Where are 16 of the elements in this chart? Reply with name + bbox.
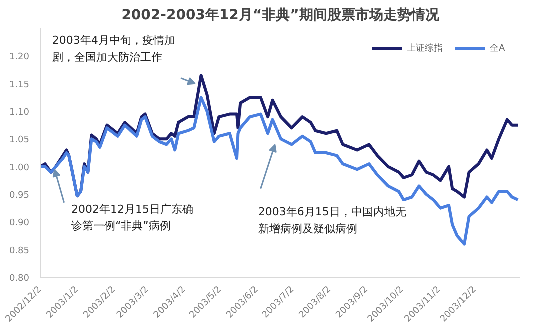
- annotation: 2003年6月15日，中国内地无新增病例及疑似病例: [258, 206, 406, 236]
- legend-label: 上证综指: [407, 42, 443, 54]
- y-tick-label: 1.00: [9, 163, 30, 174]
- y-tick-label: 0.85: [9, 246, 30, 256]
- y-tick-label: 0.80: [9, 274, 30, 284]
- line-series: [40, 96, 520, 246]
- y-tick-label: 1.20: [9, 52, 30, 63]
- y-tick-label: 0.90: [9, 218, 30, 229]
- y-tick-label: 1.10: [9, 108, 30, 118]
- annotation: 2003年4月中旬，疫情加剧，全国加大防治工作: [52, 34, 176, 64]
- y-tick-label: 1.15: [9, 80, 30, 90]
- y-tick-label: 1.05: [9, 136, 30, 146]
- annotation: 2002年12月15日广东确诊第一例“非典”病例: [71, 202, 194, 233]
- legend-label: 全A: [490, 42, 506, 54]
- chart-title: 2002-2003年12月“非典”期间股票市场走势情况: [122, 6, 440, 24]
- y-tick-label: 0.95: [9, 191, 30, 201]
